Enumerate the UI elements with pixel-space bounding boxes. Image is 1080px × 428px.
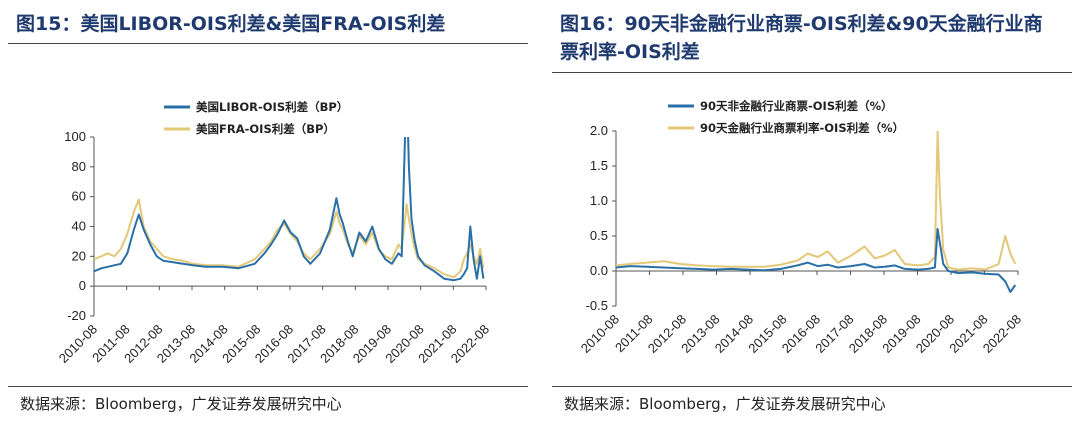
y-tick-label: 2.0 xyxy=(590,123,608,138)
bottom-divider xyxy=(8,386,528,387)
chart-panel-left: 图15：美国LIBOR-OIS利差&美国FRA-OIS利差 100 80 60 40 2… xyxy=(8,0,528,428)
y-tick-label: 1.5 xyxy=(590,158,608,173)
y-tick-label: 60 xyxy=(72,189,86,204)
chart-title: 图16：90天非金融行业商票-OIS利差&90天金融行业商票利率-OIS利差 xyxy=(560,13,1043,63)
series-line xyxy=(616,131,1017,271)
source-note: 数据来源：Bloomberg，广发证券发展研究中心 xyxy=(20,395,342,413)
chart-title: 图15：美国LIBOR-OIS利差&美国FRA-OIS利差 xyxy=(16,13,446,35)
y-tick-label: 0 xyxy=(79,278,86,293)
line-chart: 2.01.51.00.50.0-0.52010-082011-082012-08… xyxy=(578,99,1024,356)
y-tick-label: -20 xyxy=(67,308,86,323)
top-divider xyxy=(552,72,1072,73)
y-tick-label: -0.5 xyxy=(586,298,608,313)
y-tick-label: 0.5 xyxy=(590,228,608,243)
bottom-divider xyxy=(552,386,1072,387)
legend-label: 美国FRA-OIS利差（BP） xyxy=(196,122,335,136)
y-tick-label: 80 xyxy=(72,159,86,174)
chart-panel-right: 图16：90天非金融行业商票-OIS利差&90天金融行业商票利率-OIS利差 2… xyxy=(552,0,1072,428)
source-note: 数据来源：Bloomberg，广发证券发展研究中心 xyxy=(564,395,886,413)
y-tick-label: 20 xyxy=(72,248,86,263)
series-line xyxy=(94,137,485,282)
series-line xyxy=(616,228,1017,293)
y-tick-label: 100 xyxy=(64,129,86,144)
y-tick-label: 0.0 xyxy=(590,263,608,278)
series-line xyxy=(94,198,485,279)
legend-label: 90天非金融行业商票-OIS利差（%） xyxy=(700,99,893,113)
line-chart: 100806040200-202010-082011-082012-082013… xyxy=(56,100,492,366)
y-tick-label: 40 xyxy=(72,219,86,234)
y-tick-label: 1.0 xyxy=(590,193,608,208)
top-divider xyxy=(8,43,528,44)
legend-label: 90天金融行业商票利率-OIS利差（%） xyxy=(700,121,904,135)
legend-label: 美国LIBOR-OIS利差（BP） xyxy=(196,100,348,114)
